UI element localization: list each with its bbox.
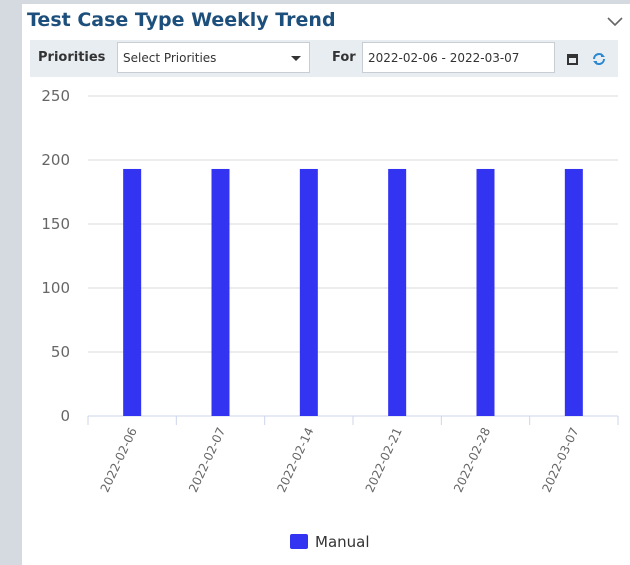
- select-placeholder: Select Priorities: [123, 51, 217, 65]
- for-label: For: [332, 50, 356, 65]
- x-tick-label: 2022-02-07: [186, 425, 228, 494]
- bar: [388, 168, 407, 416]
- y-tick-label: 100: [41, 279, 70, 297]
- x-tick-label: 2022-02-28: [451, 425, 493, 494]
- bar: [476, 168, 495, 416]
- legend-swatch: [290, 534, 308, 549]
- dropdown-arrow: [291, 56, 301, 61]
- legend-label: Manual: [315, 533, 370, 551]
- calendar-icon[interactable]: [566, 52, 580, 66]
- date-input[interactable]: 2022-02-06 - 2022-03-07: [362, 42, 555, 73]
- filter-bar: Priorities Select Priorities For 2022-02…: [30, 40, 618, 77]
- x-tick-label: 2022-02-06: [98, 425, 140, 494]
- x-tick-label: 2022-02-14: [274, 425, 316, 494]
- date-range: 2022-02-06 - 2022-03-07: [368, 51, 520, 65]
- priorities-label: Priorities: [38, 50, 106, 65]
- y-tick-label: 150: [41, 215, 70, 233]
- y-tick-label: 0: [60, 407, 70, 425]
- x-tick-label: 2022-03-07: [539, 425, 581, 494]
- bar: [299, 168, 318, 416]
- x-tick-label: 2022-02-21: [363, 425, 405, 494]
- bar: [564, 168, 583, 416]
- panel-title: Test Case Type Weekly Trend: [27, 9, 336, 31]
- priorities-select[interactable]: Select Priorities: [117, 42, 310, 73]
- collapse-button[interactable]: [606, 16, 624, 28]
- refresh-icon[interactable]: [591, 51, 607, 67]
- y-tick-label: 250: [41, 87, 70, 105]
- bar: [123, 168, 142, 416]
- bar: [211, 168, 230, 416]
- y-tick-label: 50: [51, 343, 70, 361]
- y-tick-label: 200: [41, 151, 70, 169]
